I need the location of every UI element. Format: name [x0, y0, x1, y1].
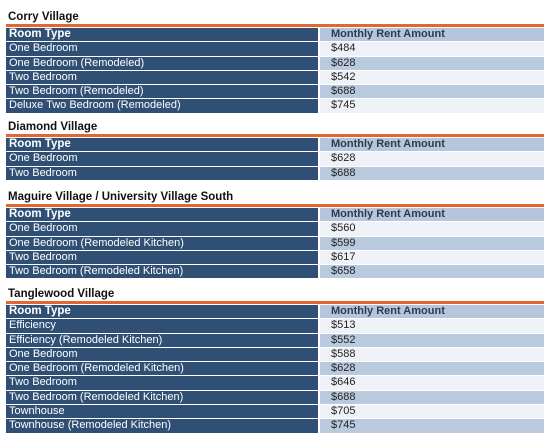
- section-divider: [6, 24, 544, 27]
- rent-cell: $745: [318, 419, 544, 433]
- table-row: Townhouse (Remodeled Kitchen) $745: [6, 418, 544, 433]
- room-type-cell: Two Bedroom (Remodeled Kitchen): [6, 265, 318, 279]
- table-header-row: Room Type Monthly Rent Amount: [6, 208, 544, 222]
- section-divider: [6, 134, 544, 137]
- table-row: Two Bedroom $688: [6, 165, 544, 180]
- table-row: One Bedroom (Remodeled) $628: [6, 55, 544, 70]
- room-type-cell: One Bedroom: [6, 42, 318, 56]
- room-type-cell: Townhouse: [6, 405, 318, 419]
- table-row: One Bedroom $560: [6, 221, 544, 236]
- room-type-cell: Efficiency: [6, 319, 318, 333]
- room-type-cell: One Bedroom (Remodeled): [6, 56, 318, 70]
- rent-cell: $628: [318, 362, 544, 376]
- room-type-cell: Deluxe Two Bedroom (Remodeled): [6, 99, 318, 113]
- rent-cell: $705: [318, 405, 544, 419]
- rent-cell: $646: [318, 376, 544, 390]
- room-type-header: Room Type: [6, 28, 318, 42]
- room-type-cell: One Bedroom: [6, 152, 318, 166]
- rent-cell: $628: [318, 152, 544, 166]
- table-row: Efficiency (Remodeled Kitchen) $552: [6, 332, 544, 347]
- section-title: Tanglewood Village: [8, 288, 115, 300]
- room-type-cell: Two Bedroom: [6, 250, 318, 265]
- monthly-rent-header: Monthly Rent Amount: [318, 138, 544, 152]
- table-row: Two Bedroom (Remodeled Kitchen) $688: [6, 389, 544, 405]
- table-row: One Bedroom $484: [6, 41, 544, 56]
- table-row: One Bedroom $628: [6, 151, 544, 166]
- rent-cell: $658: [318, 265, 544, 279]
- room-type-cell: Two Bedroom: [6, 166, 318, 180]
- section-tanglewood-village: Tanglewood Village Room Type Monthly Ren…: [6, 288, 544, 433]
- section-corry-village: Corry Village Room Type Monthly Rent Amo…: [6, 11, 544, 113]
- room-type-cell: Efficiency (Remodeled Kitchen): [6, 333, 318, 347]
- rent-cell: $688: [318, 166, 544, 180]
- rent-cell: $552: [318, 333, 544, 347]
- table-row: One Bedroom (Remodeled Kitchen) $628: [6, 361, 544, 376]
- rent-cell: $560: [318, 222, 544, 236]
- monthly-rent-header: Monthly Rent Amount: [318, 208, 544, 222]
- rent-cell: $599: [318, 236, 544, 250]
- rent-table: Room Type Monthly Rent Amount One Bedroo…: [6, 137, 544, 180]
- rent-table: Room Type Monthly Rent Amount One Bedroo…: [6, 207, 544, 279]
- room-type-header: Room Type: [6, 138, 318, 152]
- table-row: Two Bedroom (Remodeled) $688: [6, 84, 544, 99]
- rent-table: Room Type Monthly Rent Amount One Bedroo…: [6, 27, 544, 113]
- section-title: Diamond Village: [8, 121, 98, 133]
- table-row: Deluxe Two Bedroom (Remodeled) $745: [6, 98, 544, 113]
- rent-cell: $588: [318, 347, 544, 362]
- section-divider: [6, 204, 544, 207]
- room-type-cell: One Bedroom (Remodeled Kitchen): [6, 236, 318, 250]
- table-header-row: Room Type Monthly Rent Amount: [6, 138, 544, 152]
- rent-cell: $513: [318, 319, 544, 333]
- monthly-rent-header: Monthly Rent Amount: [318, 305, 544, 319]
- rent-table: Room Type Monthly Rent Amount Efficiency…: [6, 304, 544, 433]
- rent-cell: $617: [318, 250, 544, 265]
- room-type-cell: Townhouse (Remodeled Kitchen): [6, 419, 318, 433]
- table-row: Townhouse $705: [6, 404, 544, 419]
- rent-cell: $688: [318, 390, 544, 405]
- room-type-cell: Two Bedroom: [6, 70, 318, 85]
- table-row: Efficiency $513: [6, 318, 544, 333]
- room-type-header: Room Type: [6, 208, 318, 222]
- table-row: Two Bedroom (Remodeled Kitchen) $658: [6, 264, 544, 279]
- room-type-cell: One Bedroom: [6, 222, 318, 236]
- room-type-cell: One Bedroom: [6, 347, 318, 362]
- section-maguire-village: Maguire Village / University Village Sou…: [6, 191, 544, 279]
- table-row: One Bedroom $588: [6, 346, 544, 362]
- rent-cell: $628: [318, 56, 544, 70]
- room-type-cell: One Bedroom (Remodeled Kitchen): [6, 362, 318, 376]
- monthly-rent-header: Monthly Rent Amount: [318, 28, 544, 42]
- section-divider: [6, 301, 544, 304]
- table-header-row: Room Type Monthly Rent Amount: [6, 305, 544, 319]
- room-type-cell: Two Bedroom (Remodeled Kitchen): [6, 390, 318, 405]
- rent-cell: $542: [318, 70, 544, 85]
- table-row: One Bedroom (Remodeled Kitchen) $599: [6, 235, 544, 250]
- rent-cell: $484: [318, 42, 544, 56]
- table-header-row: Room Type Monthly Rent Amount: [6, 28, 544, 42]
- rent-cell: $688: [318, 85, 544, 99]
- table-row: Two Bedroom $542: [6, 69, 544, 85]
- section-title: Corry Village: [8, 11, 79, 23]
- table-row: Two Bedroom $617: [6, 249, 544, 265]
- section-title: Maguire Village / University Village Sou…: [8, 191, 234, 203]
- room-type-cell: Two Bedroom: [6, 376, 318, 390]
- table-row: Two Bedroom $646: [6, 375, 544, 390]
- section-diamond-village: Diamond Village Room Type Monthly Rent A…: [6, 121, 544, 180]
- room-type-cell: Two Bedroom (Remodeled): [6, 85, 318, 99]
- rent-cell: $745: [318, 99, 544, 113]
- room-type-header: Room Type: [6, 305, 318, 319]
